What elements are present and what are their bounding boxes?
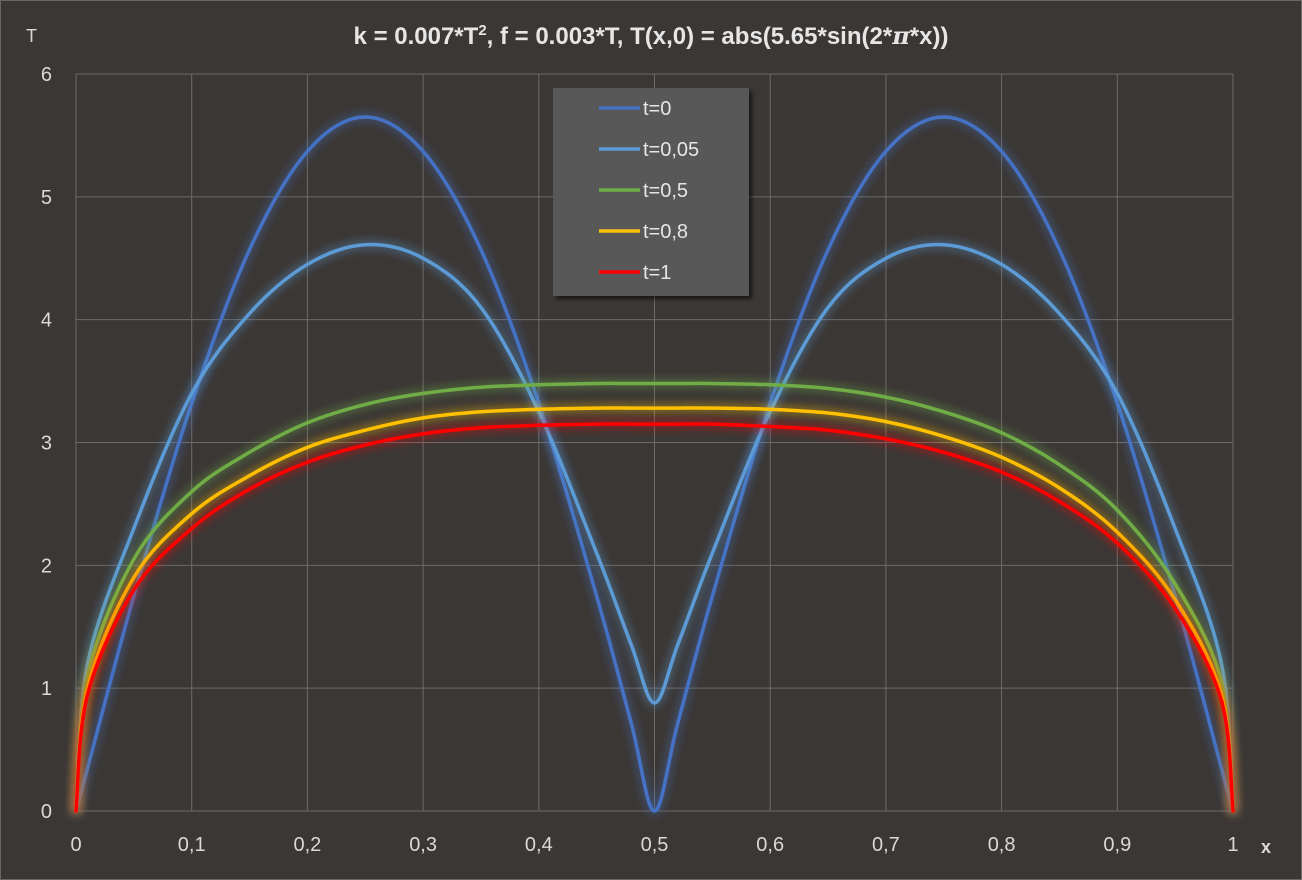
x-axis-label: x xyxy=(1261,837,1271,857)
x-tick-label: 0 xyxy=(70,834,81,856)
x-tick-label: 0,1 xyxy=(178,834,206,856)
x-tick-label: 0,9 xyxy=(1103,834,1131,856)
y-tick-label: 2 xyxy=(41,555,52,577)
y-tick-label: 0 xyxy=(41,801,52,823)
x-tick-label: 0,6 xyxy=(756,834,784,856)
series-line-2 xyxy=(74,381,1235,813)
x-tick-label: 0,3 xyxy=(409,834,437,856)
x-tick-label: 0,7 xyxy=(872,834,900,856)
legend-label-0: t=0 xyxy=(643,98,671,120)
series-line-4 xyxy=(74,422,1235,813)
y-tick-label: 1 xyxy=(41,678,52,700)
legend-label-1: t=0,05 xyxy=(643,139,699,161)
series-line-0 xyxy=(74,115,1235,813)
x-tick-label: 0,8 xyxy=(988,834,1016,856)
series-line-1 xyxy=(74,242,1235,813)
y-tick-label: 4 xyxy=(41,310,52,332)
legend[interactable]: t=0 t=0,05 t=0,5 t=0,8 t=1 xyxy=(553,88,749,296)
x-tick-label: 1 xyxy=(1227,834,1238,856)
x-tick-label: 0,4 xyxy=(525,834,553,856)
y-axis-label: T xyxy=(26,26,37,46)
grid xyxy=(75,73,1234,812)
y-tick-label: 5 xyxy=(41,187,52,209)
y-tick-label: 6 xyxy=(41,64,52,86)
x-tick-label: 0,5 xyxy=(641,834,669,856)
legend-box xyxy=(553,88,749,296)
legend-label-4: t=1 xyxy=(643,262,671,284)
legend-label-2: t=0,5 xyxy=(643,180,688,202)
x-tick-label: 0,2 xyxy=(293,834,321,856)
legend-items: t=0 t=0,05 t=0,5 t=0,8 t=1 xyxy=(599,98,699,284)
legend-label-3: t=0,8 xyxy=(643,221,688,243)
y-tick-label: 3 xyxy=(41,433,52,455)
series-line-3 xyxy=(74,406,1235,813)
chart-title: k = 0.007*T2, f = 0.003*T, T(x,0) = abs(… xyxy=(354,21,949,50)
series-lines xyxy=(74,115,1235,813)
axis-ticks: 0 1 2 3 4 5 6 0 0,1 0,2 0,3 0,4 0,5 0,6 0,7 0,8 0,9 1 xyxy=(41,64,1239,856)
